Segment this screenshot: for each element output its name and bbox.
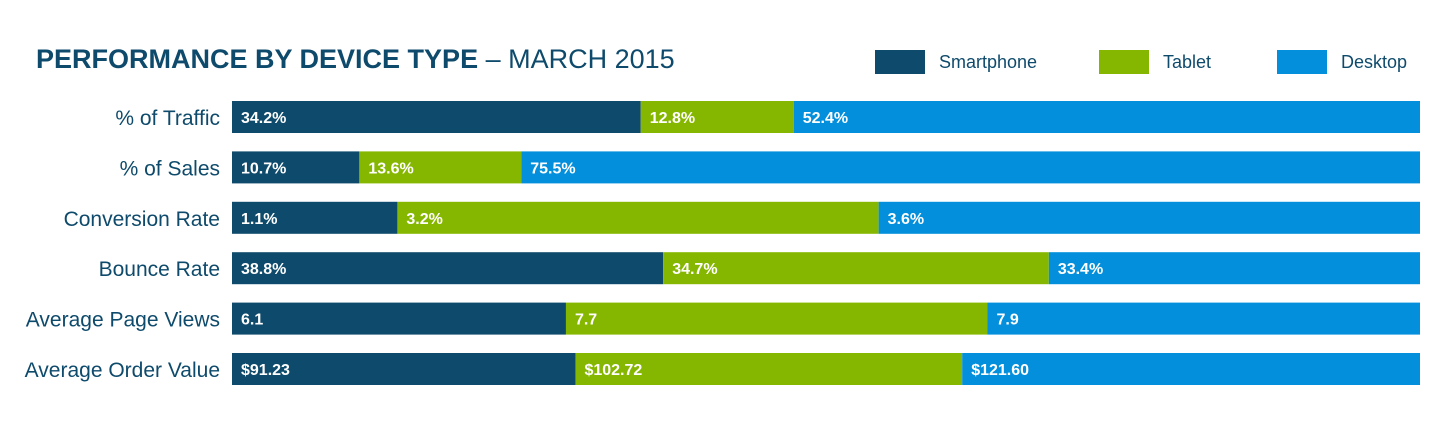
data-label-average-page-views-tablet: 7.7 (575, 312, 597, 329)
data-label-average-order-value-smartphone: $91.23 (241, 362, 290, 379)
data-label-bounce-rate-smartphone: 38.8% (241, 261, 286, 278)
category-label-average-page-views: Average Page Views (26, 309, 220, 332)
legend-label-tablet: Tablet (1163, 52, 1212, 72)
data-label-average-order-value-desktop: $121.60 (971, 362, 1029, 379)
data-label-conversion-rate-tablet: 3.2% (406, 211, 442, 228)
bar-average-page-views-smartphone (232, 302, 566, 335)
bar-of-traffic-smartphone (232, 101, 641, 133)
bar-conversion-rate-smartphone (232, 201, 398, 234)
bar-bounce-rate-smartphone (232, 252, 664, 285)
data-label-conversion-rate-smartphone: 1.1% (241, 211, 277, 228)
legend-swatch-tablet (1099, 50, 1149, 74)
legend-swatch-smartphone (875, 50, 925, 74)
legend-swatch-desktop (1277, 50, 1327, 74)
data-label-average-order-value-tablet: $102.72 (584, 362, 642, 379)
data-label-average-page-views-desktop: 7.9 (997, 312, 1019, 329)
bar-bounce-rate-desktop (1048, 252, 1420, 285)
data-label-of-sales-smartphone: 10.7% (241, 160, 286, 177)
bar-of-traffic-desktop (793, 101, 1420, 133)
bar-of-sales-desktop (521, 151, 1420, 184)
chart-title-date: – MARCH 2015 (478, 44, 675, 74)
bar-average-page-views-desktop (987, 302, 1420, 335)
category-label-of-sales: % of Sales (120, 157, 220, 180)
data-label-of-traffic-tablet: 12.8% (650, 110, 695, 127)
data-label-average-page-views-smartphone: 6.1 (241, 312, 263, 329)
data-label-of-traffic-smartphone: 34.2% (241, 110, 286, 127)
bar-average-page-views-tablet (565, 302, 988, 335)
category-label-conversion-rate: Conversion Rate (64, 208, 220, 231)
legend-label-desktop: Desktop (1341, 52, 1408, 72)
category-label-of-traffic: % of Traffic (115, 107, 220, 130)
bar-average-order-value-smartphone (232, 353, 576, 385)
category-label-bounce-rate: Bounce Rate (99, 258, 220, 281)
data-label-of-sales-tablet: 13.6% (368, 160, 413, 177)
chart-title-main: PERFORMANCE BY DEVICE TYPE (36, 44, 479, 74)
chart-title: PERFORMANCE BY DEVICE TYPE – MARCH 2015 (36, 44, 675, 75)
bar-bounce-rate-tablet (663, 252, 1049, 285)
bar-conversion-rate-tablet (397, 201, 879, 234)
bar-of-traffic-tablet (640, 101, 794, 133)
bar-of-sales-smartphone (232, 151, 360, 184)
bar-conversion-rate-desktop (878, 201, 1420, 234)
data-label-conversion-rate-desktop: 3.6% (888, 211, 924, 228)
data-label-of-sales-desktop: 75.5% (530, 160, 575, 177)
bar-average-order-value-tablet (575, 353, 963, 385)
legend-label-smartphone: Smartphone (939, 52, 1038, 72)
data-label-bounce-rate-desktop: 33.4% (1058, 261, 1103, 278)
data-label-bounce-rate-tablet: 34.7% (672, 261, 717, 278)
category-label-average-order-value: Average Order Value (25, 359, 220, 382)
bar-of-sales-tablet (359, 151, 522, 184)
bar-average-order-value-desktop (962, 353, 1420, 385)
data-label-of-traffic-desktop: 52.4% (803, 110, 848, 127)
